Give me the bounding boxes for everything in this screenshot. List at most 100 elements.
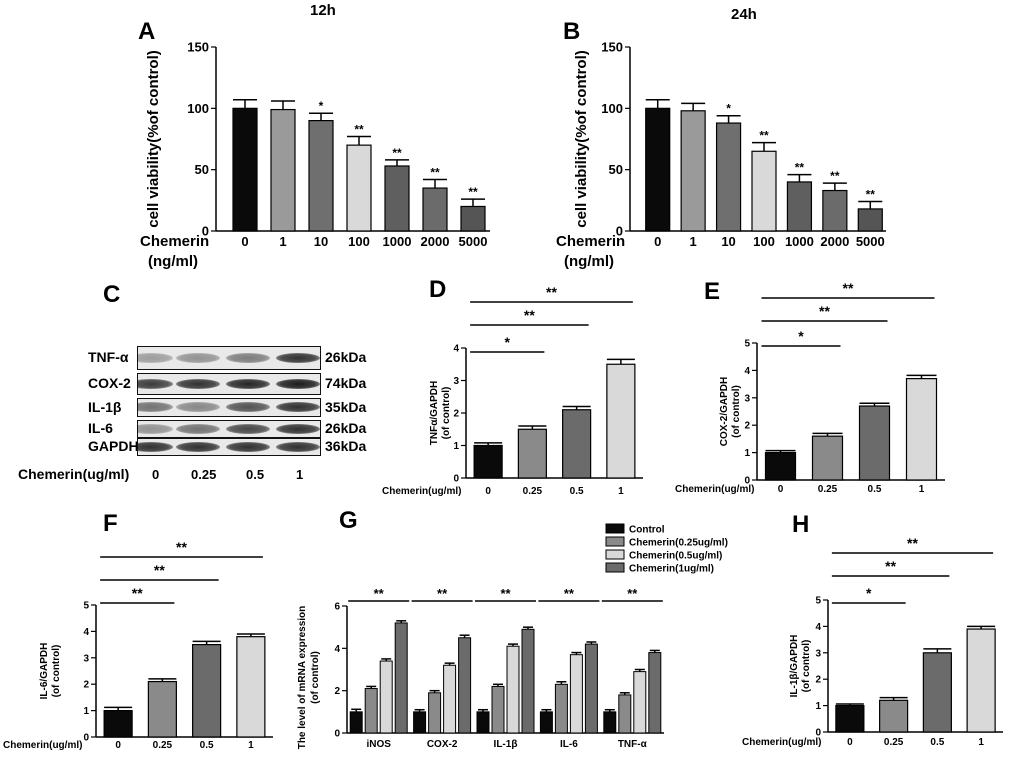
bar-G [618,694,632,734]
x-tick-label-G: IL-6 [560,739,578,750]
significance-B: ** [759,129,769,143]
significance-D: * [505,334,511,350]
blot-band [226,423,270,434]
y-tick-label-A: 50 [195,162,209,177]
x-tick-label-A: 5000 [459,234,488,249]
blot-label-4: GAPDH [88,438,139,454]
y-axis-label-D: TNFα/GAPDH [429,381,440,445]
y-axis-label-G: The level of mRNA expression [297,606,308,750]
y-tick-label-E: 4 [744,366,750,377]
x-axis-label-D: Chemerin(ug/ml) [382,486,461,497]
time-label-12h: 12h [310,2,336,19]
y-tick-label-G: 2 [334,686,340,697]
x-tick-label-E: 1 [919,484,925,495]
blot-band [138,378,173,389]
significance-G: ** [627,586,638,601]
blot-label-3: IL-6 [88,420,113,436]
blot-band [276,352,320,363]
bar-H [966,628,996,733]
x-tick-label-F: 0.5 [200,740,214,751]
bar-G [491,685,505,734]
bar-G [349,711,363,734]
bar-A [232,107,258,232]
y-tick-label-B: 50 [609,162,623,177]
x-tick-label-A: 10 [314,234,328,249]
y-tick-label-G: 4 [334,644,340,655]
bar-B [786,181,813,232]
bar-G [603,711,617,734]
y-tick-label-D: 0 [453,474,459,485]
bar-A [384,165,410,232]
significance-H: * [866,585,872,601]
y-tick-label-H: 5 [815,596,821,607]
bar-F [103,709,133,738]
bar-G [539,711,553,734]
bar-E [811,435,844,481]
y-tick-label-G: 0 [334,729,340,740]
bar-G [633,671,647,734]
y-axis-unit-H: (of control) [801,640,812,693]
bar-G [458,637,472,734]
blot-band [176,423,220,434]
bar-G [521,628,535,734]
y-tick-label-D: 2 [453,409,459,420]
blot-size-0: 26kDa [325,349,367,365]
significance-E: * [798,328,804,344]
blot-strip-0 [137,346,321,370]
bar-A [346,144,372,232]
bar-E [858,405,891,481]
y-tick-label-H: 2 [815,675,821,686]
bar-G [476,711,490,734]
x-tick-label-A: 1 [279,234,286,249]
bar-H [879,699,909,733]
x-tick-label-D: 0 [485,486,491,497]
y-tick-label-B: 150 [601,40,623,55]
y-axis-label-E: COX-2/GAPDH [719,377,730,446]
y-axis-unit-E: (of control) [731,385,742,438]
bar-G [584,643,598,734]
significance-F: ** [154,562,165,578]
legend-swatch-G [605,549,625,560]
bar-B [822,189,848,232]
x-tick-label-G: TNF-α [618,739,648,750]
bar-H [922,652,952,733]
bar-F [236,636,266,738]
y-tick-label-E: 0 [744,476,750,487]
blot-label-1: COX-2 [88,375,131,391]
blot-band [138,352,173,363]
blot-band [276,441,320,452]
significance-F: ** [132,585,143,601]
blot-band [176,441,220,452]
bar-A [422,187,448,232]
blot-size-1: 74kDa [325,375,367,391]
x-tick-label-E: 0.25 [818,484,838,495]
x-tick-label-H: 1 [978,737,984,748]
blot-conc-0-5: 0.5 [246,467,265,482]
blot-label-0: TNF-α [88,349,129,365]
x-tick-label-B: 100 [753,234,775,249]
x-tick-label-A: 2000 [421,234,450,249]
x-tick-label-A: 100 [348,234,370,249]
y-tick-label-F: 0 [83,733,89,744]
x-tick-label-A: 0 [241,234,248,249]
bar-D [517,428,547,479]
blot-conc-0: 0 [152,467,160,482]
y-tick-label-D: 3 [453,376,459,387]
blot-band [138,402,173,412]
significance-B: * [726,102,731,116]
y-tick-label-B: 0 [616,224,623,239]
significance-D: ** [524,307,535,323]
x-tick-label-G: IL-1β [494,739,518,750]
y-tick-label-A: 0 [202,224,209,239]
y-tick-label-H: 4 [815,622,821,633]
bar-G [364,688,378,734]
bar-E [905,378,938,481]
blot-x-label: Chemerin(ug/ml) [18,466,130,482]
legend-label-G: Chemerin(0.25ug/ml) [629,538,728,549]
significance-G: ** [374,586,385,601]
y-axis-label-B: cell viability(%of control) [573,50,590,228]
y-tick-label-A: 100 [187,101,209,116]
y-tick-label-H: 1 [815,701,821,712]
blot-conc-0-25: 0.25 [191,467,217,482]
significance-G: ** [500,586,511,601]
